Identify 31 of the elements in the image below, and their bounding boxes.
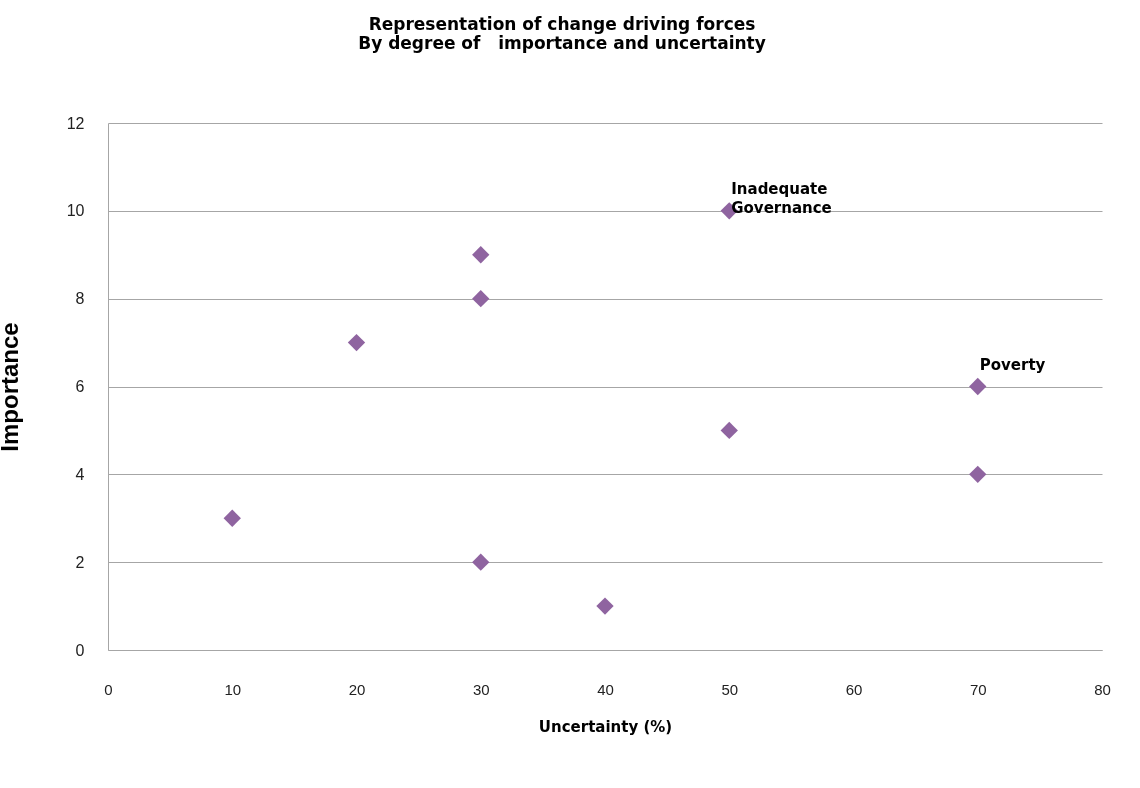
point [969, 377, 987, 396]
y-tick-label: 2 [75, 553, 85, 571]
x-tick-label: 0 [104, 680, 113, 698]
point [223, 509, 241, 527]
y-tick-label: 12 [66, 114, 85, 132]
x-tick-label: 30 [472, 680, 490, 698]
y-tick-label: 10 [66, 202, 85, 220]
x-tick-label: 50 [721, 680, 739, 698]
x-tick-label: 20 [348, 680, 366, 698]
y-tick-label: 8 [75, 290, 85, 308]
x-tick-label: 60 [845, 680, 863, 698]
chart-subtitle: By degree of importance and uncertainty [358, 33, 766, 53]
y-tick-label: 0 [75, 641, 85, 659]
chart-title: Representation of change driving forces [368, 14, 756, 34]
point [969, 465, 987, 483]
point [472, 553, 490, 571]
point [347, 333, 366, 352]
x-tick-label: 10 [224, 680, 242, 698]
point [596, 597, 614, 615]
point [472, 246, 490, 264]
annotation: Poverty [979, 355, 1046, 374]
point [472, 290, 490, 308]
y-tick-label: 6 [75, 378, 85, 395]
point [720, 421, 738, 440]
y-tick-label: 4 [75, 465, 85, 483]
x-tick-label: 70 [969, 680, 987, 698]
x-axis-title: Uncertainty (%) [538, 717, 673, 736]
y-axis-title: Importance [0, 322, 23, 452]
x-tick-label: 80 [1094, 680, 1111, 698]
x-tick-label: 40 [597, 680, 614, 698]
annotation: Inadequate Governance [731, 179, 832, 217]
